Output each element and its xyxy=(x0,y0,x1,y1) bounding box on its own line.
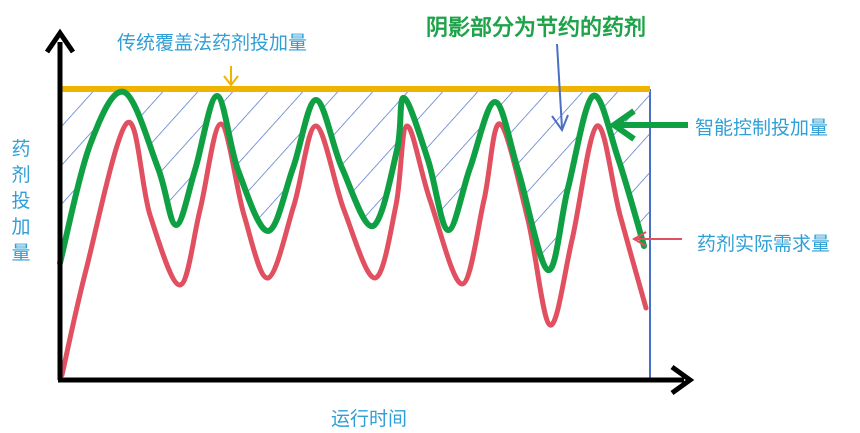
y-axis-char: 量 xyxy=(11,242,31,264)
actual-demand-label: 药剂实际需求量 xyxy=(697,233,831,255)
smart-dosing-curve xyxy=(57,88,647,274)
traditional-pointer-head xyxy=(223,75,239,87)
actual-pointer-head xyxy=(632,231,647,247)
savings-hatched-area xyxy=(60,89,650,271)
smart-dosing-label: 智能控制投加量 xyxy=(695,117,829,139)
savings-pointer-head xyxy=(551,114,569,133)
actual-demand-curve xyxy=(59,119,649,378)
x-axis-label: 运行时间 xyxy=(331,408,408,430)
traditional-dosing-label: 传统覆盖法药剂投加量 xyxy=(117,32,308,54)
savings-pointer xyxy=(556,43,563,129)
y-axis-label: 药 剂 投 加 量 xyxy=(10,136,32,266)
y-axis-char: 投 xyxy=(11,190,31,212)
smart-pointer-head xyxy=(608,108,636,142)
y-axis-char: 剂 xyxy=(11,164,31,186)
x-axis-arrowhead xyxy=(670,364,695,396)
savings-title-label: 阴影部分为节约的药剂 xyxy=(426,16,647,41)
y-axis-char: 药 xyxy=(11,138,31,160)
y-axis-char: 加 xyxy=(11,216,31,238)
y-axis-arrowhead xyxy=(44,28,76,54)
